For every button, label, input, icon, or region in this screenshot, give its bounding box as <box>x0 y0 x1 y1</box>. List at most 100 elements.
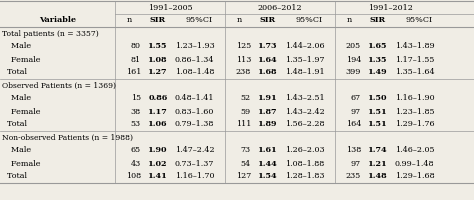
Text: 113: 113 <box>236 55 251 64</box>
Text: 0.79–1.38: 0.79–1.38 <box>175 120 214 129</box>
Text: 1.46–2.05: 1.46–2.05 <box>395 146 435 154</box>
Text: 194: 194 <box>346 55 361 64</box>
Text: 1.74: 1.74 <box>368 146 388 154</box>
Text: 1.43–1.89: 1.43–1.89 <box>395 43 435 50</box>
Text: 1.65: 1.65 <box>368 43 388 50</box>
Text: 95%CI: 95%CI <box>405 17 433 24</box>
Text: 1.08–1.48: 1.08–1.48 <box>175 68 214 76</box>
Text: 1.47–2.42: 1.47–2.42 <box>175 146 215 154</box>
Text: 1.91: 1.91 <box>258 95 278 102</box>
Text: 1.73: 1.73 <box>258 43 278 50</box>
Text: 1.23–1.85: 1.23–1.85 <box>395 108 435 116</box>
Text: 1.64: 1.64 <box>258 55 278 64</box>
Text: 43: 43 <box>131 160 141 168</box>
Text: 0.48–1.41: 0.48–1.41 <box>175 95 215 102</box>
Text: 1.89: 1.89 <box>258 120 278 129</box>
Text: 95%CI: 95%CI <box>185 17 212 24</box>
Text: 81: 81 <box>131 55 141 64</box>
Text: Total: Total <box>2 172 27 180</box>
Text: 1991–2012: 1991–2012 <box>367 3 412 11</box>
Text: 38: 38 <box>131 108 141 116</box>
Text: 1.68: 1.68 <box>258 68 278 76</box>
Text: 399: 399 <box>346 68 361 76</box>
Text: 1.41: 1.41 <box>148 172 168 180</box>
Text: 164: 164 <box>346 120 361 129</box>
Text: 1.90: 1.90 <box>148 146 168 154</box>
Text: Male: Male <box>6 146 31 154</box>
Text: 1.29–1.76: 1.29–1.76 <box>395 120 435 129</box>
Text: 1.08: 1.08 <box>148 55 168 64</box>
Text: Total: Total <box>2 120 27 129</box>
Text: 52: 52 <box>241 95 251 102</box>
Text: 1.50: 1.50 <box>368 95 388 102</box>
Text: 1.54: 1.54 <box>258 172 278 180</box>
Text: 65: 65 <box>131 146 141 154</box>
Text: 205: 205 <box>346 43 361 50</box>
Text: Female: Female <box>6 55 40 64</box>
Text: 1.21: 1.21 <box>368 160 388 168</box>
Text: 1.87: 1.87 <box>258 108 278 116</box>
Text: n: n <box>237 17 242 24</box>
Text: 1.48–1.91: 1.48–1.91 <box>285 68 325 76</box>
Text: 1.06: 1.06 <box>148 120 168 129</box>
Text: 1.16–1.90: 1.16–1.90 <box>395 95 435 102</box>
Text: n: n <box>127 17 132 24</box>
Text: Female: Female <box>6 160 40 168</box>
Text: 53: 53 <box>131 120 141 129</box>
Text: 1.44–2.06: 1.44–2.06 <box>285 43 325 50</box>
Text: 1.08–1.88: 1.08–1.88 <box>285 160 324 168</box>
Text: Observed Patients (n = 1369): Observed Patients (n = 1369) <box>2 82 116 90</box>
Text: SIR: SIR <box>150 17 166 24</box>
Text: SIR: SIR <box>370 17 386 24</box>
Text: 108: 108 <box>126 172 141 180</box>
Text: 1.51: 1.51 <box>368 108 388 116</box>
Text: 73: 73 <box>241 146 251 154</box>
Text: Female: Female <box>6 108 40 116</box>
Text: n: n <box>346 17 352 24</box>
Text: 161: 161 <box>126 68 141 76</box>
Text: 1.43–2.51: 1.43–2.51 <box>285 95 325 102</box>
Text: 125: 125 <box>236 43 251 50</box>
Text: 1.51: 1.51 <box>368 120 388 129</box>
Text: 54: 54 <box>241 160 251 168</box>
Text: 0.86–1.34: 0.86–1.34 <box>175 55 215 64</box>
Text: 1.35–1.64: 1.35–1.64 <box>395 68 435 76</box>
Text: 1.48: 1.48 <box>368 172 388 180</box>
Text: 1.35: 1.35 <box>368 55 388 64</box>
Text: 1.17–1.55: 1.17–1.55 <box>395 55 434 64</box>
Text: Male: Male <box>6 43 31 50</box>
Text: 127: 127 <box>236 172 251 180</box>
Text: 138: 138 <box>346 146 361 154</box>
Text: 1.26–2.03: 1.26–2.03 <box>285 146 325 154</box>
Text: 238: 238 <box>236 68 251 76</box>
Text: 95%CI: 95%CI <box>295 17 323 24</box>
Text: 235: 235 <box>346 172 361 180</box>
Text: 67: 67 <box>351 95 361 102</box>
Text: 97: 97 <box>351 160 361 168</box>
Text: Variable: Variable <box>39 17 76 24</box>
Text: 1.27: 1.27 <box>148 68 168 76</box>
Text: 1.55: 1.55 <box>148 43 168 50</box>
Text: Total patients (n = 3357): Total patients (n = 3357) <box>2 29 99 38</box>
Text: 1.43–2.42: 1.43–2.42 <box>285 108 325 116</box>
Text: 0.73–1.37: 0.73–1.37 <box>175 160 214 168</box>
Text: Non-observed Patients (n = 1988): Non-observed Patients (n = 1988) <box>2 134 133 142</box>
Text: 0.86: 0.86 <box>148 95 168 102</box>
Text: 1.44: 1.44 <box>258 160 278 168</box>
Text: 97: 97 <box>351 108 361 116</box>
Text: 111: 111 <box>236 120 251 129</box>
Text: Total: Total <box>2 68 27 76</box>
Text: Male: Male <box>6 95 31 102</box>
Text: 0.99–1.48: 0.99–1.48 <box>395 160 435 168</box>
Text: 1991–2005: 1991–2005 <box>148 3 192 11</box>
Text: SIR: SIR <box>260 17 276 24</box>
Text: 1.02: 1.02 <box>148 160 168 168</box>
Text: 1.35–1.97: 1.35–1.97 <box>285 55 325 64</box>
Text: 15: 15 <box>131 95 141 102</box>
Text: 1.23–1.93: 1.23–1.93 <box>175 43 215 50</box>
Text: 1.56–2.28: 1.56–2.28 <box>285 120 325 129</box>
Text: 1.28–1.83: 1.28–1.83 <box>285 172 325 180</box>
Text: 1.49: 1.49 <box>368 68 388 76</box>
Text: 2006–2012: 2006–2012 <box>258 3 302 11</box>
Text: 1.29–1.68: 1.29–1.68 <box>395 172 435 180</box>
